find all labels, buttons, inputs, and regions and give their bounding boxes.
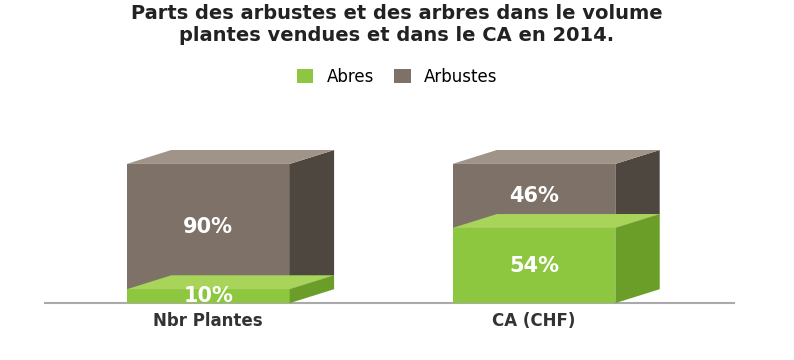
Polygon shape: [127, 289, 290, 303]
Legend: Abres, Arbustes: Abres, Arbustes: [290, 61, 504, 92]
Polygon shape: [615, 214, 660, 303]
Text: Parts des arbustes et des arbres dans le volume
plantes vendues et dans le CA en: Parts des arbustes et des arbres dans le…: [131, 4, 663, 45]
Polygon shape: [290, 150, 334, 289]
Text: 10%: 10%: [183, 286, 233, 306]
Polygon shape: [127, 150, 334, 164]
Polygon shape: [290, 275, 334, 303]
Polygon shape: [127, 275, 334, 289]
Text: 54%: 54%: [509, 256, 559, 275]
Polygon shape: [453, 214, 660, 228]
Polygon shape: [615, 150, 660, 228]
Text: 90%: 90%: [183, 217, 233, 237]
Polygon shape: [453, 150, 660, 164]
Polygon shape: [127, 164, 290, 289]
Polygon shape: [453, 164, 615, 228]
Polygon shape: [453, 228, 615, 303]
Text: Nbr Plantes: Nbr Plantes: [153, 312, 263, 330]
Text: 46%: 46%: [509, 186, 559, 206]
Text: CA (CHF): CA (CHF): [492, 312, 576, 330]
